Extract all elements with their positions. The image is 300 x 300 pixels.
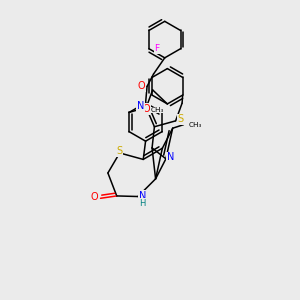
Text: O: O <box>138 81 146 91</box>
Text: CH₃: CH₃ <box>151 107 164 113</box>
Text: N: N <box>137 101 145 111</box>
Text: S: S <box>178 114 184 124</box>
Text: S: S <box>116 146 122 156</box>
Text: N: N <box>167 152 174 162</box>
Text: CH₃: CH₃ <box>189 122 202 128</box>
Text: N: N <box>139 191 146 201</box>
Text: H: H <box>139 199 146 208</box>
Text: F: F <box>154 44 160 53</box>
Text: O: O <box>91 192 98 203</box>
Text: O: O <box>143 104 151 114</box>
